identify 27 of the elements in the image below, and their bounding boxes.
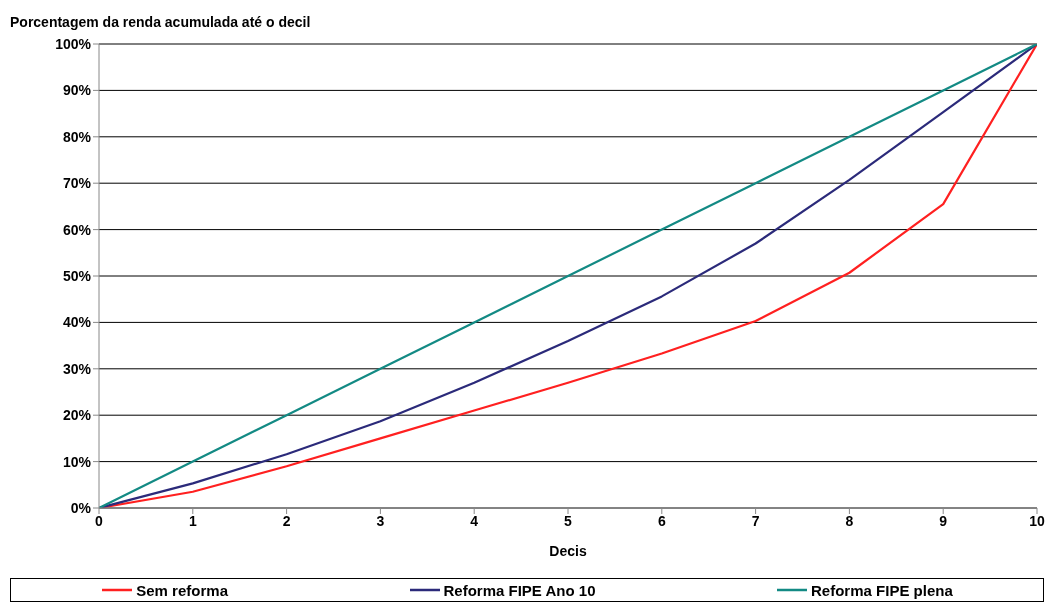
y-tick-label: 40% [62,314,92,331]
y-tick-label: 100% [55,35,92,52]
x-tick-label: 4 [470,512,479,529]
x-tick-label: 8 [845,512,854,529]
legend-label: Reforma FIPE plena [811,581,953,599]
y-tick-label: 20% [62,407,92,424]
x-tick-label: 5 [564,512,573,529]
y-tick-label: 10% [62,453,92,470]
y-tick-label: 80% [62,128,92,145]
x-tick-label: 9 [939,512,948,529]
y-tick-label: 30% [62,360,92,377]
x-tick-label: 3 [376,512,385,529]
x-tick-label: 10 [1029,512,1045,529]
x-tick-label: 7 [751,512,760,529]
y-tick-label: 60% [62,221,92,238]
x-tick-label: 0 [95,512,104,529]
y-tick-label: 90% [62,82,92,99]
x-axis-title: Decis [549,543,587,559]
legend-label: Reforma FIPE Ano 10 [443,581,596,599]
y-tick-label: 0% [70,499,92,516]
x-tick-label: 1 [188,512,197,529]
legend-label: Sem reforma [136,581,228,599]
x-tick-label: 6 [657,512,666,529]
y-tick-label: 50% [62,267,92,284]
x-tick-label: 2 [282,512,291,529]
y-axis-title: Porcentagem da renda acumulada até o decil [10,14,311,30]
y-tick-label: 70% [62,175,92,192]
